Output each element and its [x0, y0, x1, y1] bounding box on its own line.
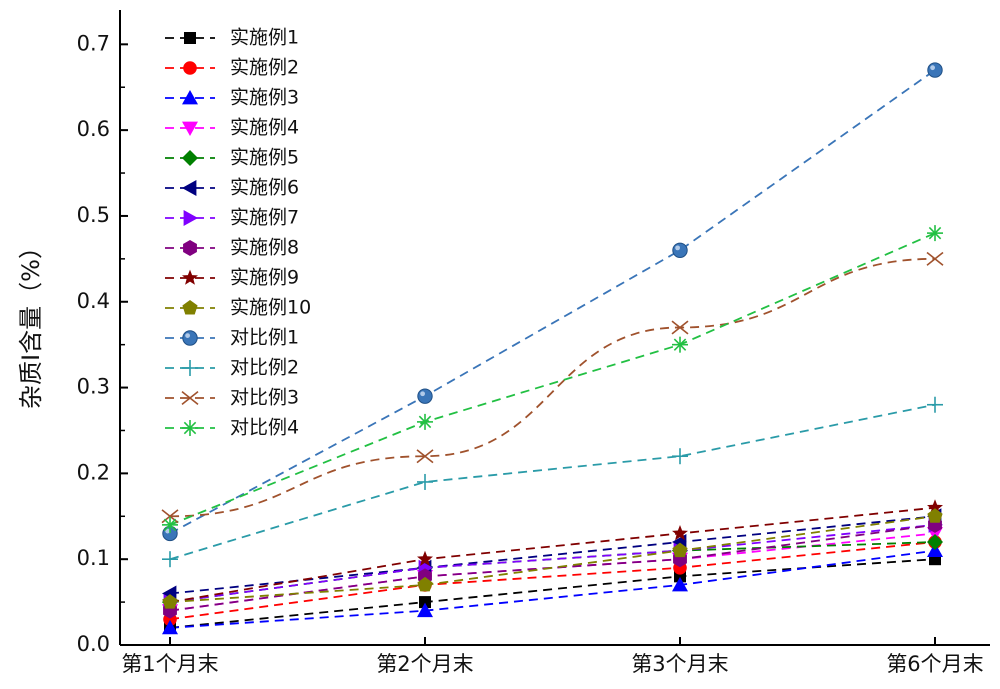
series-markers [161, 62, 944, 635]
legend-marker [182, 360, 198, 376]
legend: 实施例1 实施例2 实施例3 实施例4 实施例5 实施例6 实施例7 实施例8 实施例9 实施例1… [165, 27, 311, 439]
legend-marker [182, 150, 198, 166]
legend-label: 实施例2 [230, 57, 299, 79]
legend-marker [182, 330, 198, 346]
legend-marker [182, 90, 198, 105]
legend-label: 对比例1 [230, 327, 299, 349]
legend-label: 对比例2 [230, 357, 299, 379]
legend-marker [182, 180, 197, 196]
legend-marker [181, 390, 199, 406]
x-tick-label: 第1个月末 [121, 652, 218, 676]
legend-marker [182, 420, 198, 436]
y-tick-label: 0.2 [77, 460, 110, 484]
legend-marker [183, 210, 198, 226]
x-tick-label: 第6个月末 [886, 652, 983, 676]
legend-label: 实施例8 [230, 237, 299, 259]
y-axis-title: 杂质I含量（%） [17, 235, 45, 409]
legend-marker [182, 300, 198, 315]
data-point-14 [672, 336, 688, 353]
y-tick-label: 0.1 [77, 546, 110, 570]
y-tick-label: 0.7 [77, 31, 110, 55]
series-line-11 [169, 69, 936, 535]
legend-marker [182, 269, 198, 285]
series-line-3 [169, 549, 936, 629]
y-tick-label: 0.5 [77, 203, 110, 227]
data-point-10 [672, 542, 688, 558]
series-line-5 [169, 541, 936, 603]
legend-label: 实施例6 [230, 177, 299, 199]
data-point-3 [417, 602, 433, 618]
data-point-1 [419, 596, 431, 609]
series-line-10 [169, 515, 936, 603]
data-point-10 [927, 508, 943, 523]
y-tick-label: 0.6 [77, 117, 110, 141]
axes: 0.0 0.1 0.2 0.3 0.4 0.5 0.6 0.7 第1个月末 第2个月末 第3个月末 第… [77, 10, 990, 676]
legend-label: 实施例4 [230, 117, 299, 139]
series-line-13 [169, 257, 936, 518]
data-point-12 [417, 473, 433, 490]
legend-marker [182, 121, 198, 136]
legend-marker [183, 240, 197, 256]
data-point-12 [162, 551, 178, 568]
data-point-14 [162, 516, 178, 533]
series-line-7 [169, 523, 936, 603]
legend-label: 实施例10 [230, 297, 311, 319]
data-point-12 [927, 396, 943, 413]
legend-marker [183, 61, 197, 75]
legend-marker [184, 32, 196, 44]
data-point-9 [417, 550, 433, 566]
data-point-3 [162, 619, 178, 635]
data-point-11 [417, 388, 433, 404]
data-point-14 [927, 225, 943, 242]
data-point-11 [927, 62, 943, 78]
series-line-2 [169, 541, 936, 621]
series-line-12 [169, 403, 936, 561]
data-point-9 [927, 499, 943, 515]
data-point-14 [417, 413, 433, 430]
x-tick-label: 第3个月末 [631, 652, 728, 676]
y-tick-label: 0.0 [77, 632, 110, 656]
legend-label: 对比例3 [230, 387, 299, 409]
series-line-14 [169, 232, 936, 526]
series-line-9 [169, 506, 936, 603]
y-tick-label: 0.3 [77, 375, 110, 399]
series-line-1 [169, 558, 936, 629]
x-tick-label: 第2个月末 [376, 652, 473, 676]
legend-label: 实施例1 [230, 27, 299, 49]
data-point-10 [417, 576, 433, 592]
data-point-5 [927, 534, 943, 551]
legend-label: 实施例3 [230, 87, 299, 109]
series-lines [169, 69, 936, 629]
series-line-6 [169, 515, 936, 595]
data-point-11 [672, 242, 688, 258]
data-point-11 [162, 525, 178, 542]
data-point-10 [162, 594, 178, 609]
data-point-13 [671, 320, 689, 335]
legend-label: 实施例5 [230, 147, 299, 169]
data-point-9 [672, 525, 688, 541]
legend-label: 对比例4 [230, 417, 299, 439]
data-point-13 [926, 251, 944, 266]
data-point-12 [672, 448, 688, 465]
data-point-13 [416, 449, 434, 464]
data-point-3 [672, 576, 688, 592]
legend-label: 实施例9 [230, 267, 299, 289]
legend-label: 实施例7 [230, 207, 299, 229]
y-tick-label: 0.4 [77, 289, 110, 313]
